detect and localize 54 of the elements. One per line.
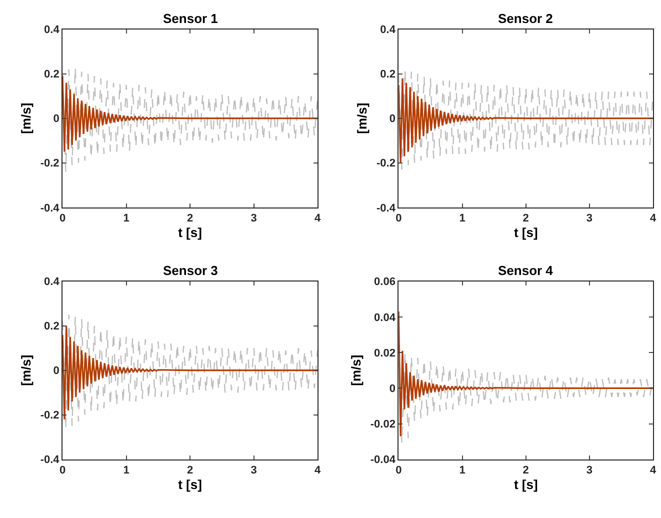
x-axis-title: t [s] <box>514 225 538 240</box>
y-tick-label: -0.4 <box>376 202 396 214</box>
y-tick-label: -0.2 <box>376 158 396 170</box>
y-tick-label: 0.04 <box>374 312 396 324</box>
y-tick-label: -0.4 <box>40 202 60 214</box>
y-tick-label: 0.02 <box>374 347 396 360</box>
y-tick-label: 0.2 <box>44 68 60 81</box>
chart-title: Sensor 4 <box>498 263 554 278</box>
y-tick-label: -0.4 <box>40 454 60 466</box>
line-series <box>62 75 318 153</box>
y-axis-title: [m/s] <box>18 354 34 386</box>
x-tick-label: 3 <box>586 464 593 477</box>
y-tick-label: 0.06 <box>374 276 396 288</box>
y-tick-label: -0.02 <box>370 418 396 431</box>
y-tick-label: 0 <box>53 365 60 378</box>
x-tick-label: 2 <box>186 212 194 225</box>
x-axis-title: t [s] <box>178 225 202 240</box>
y-tick-label: 0 <box>389 382 396 395</box>
y-tick-label: 0 <box>389 113 396 126</box>
line-series <box>62 314 318 429</box>
y-tick-label: 0.2 <box>44 320 60 333</box>
y-tick-label: 0.4 <box>380 24 396 36</box>
y-tick-label: 0.4 <box>44 276 60 288</box>
x-tick-label: 4 <box>314 212 322 225</box>
y-tick-label: 0.2 <box>380 68 396 81</box>
x-tick-label: 1 <box>459 464 466 477</box>
x-tick-label: 1 <box>123 212 130 225</box>
y-axis-title: [m/s] <box>18 102 34 134</box>
line-series <box>62 66 318 172</box>
y-tick-label: 0.4 <box>44 24 60 36</box>
x-tick-label: 3 <box>586 212 593 225</box>
line-series <box>62 325 318 420</box>
chart-title: Sensor 3 <box>163 263 218 278</box>
chart-title: Sensor 1 <box>163 11 218 26</box>
x-tick-label: 2 <box>522 464 529 477</box>
line-series <box>398 310 654 438</box>
chart-title: Sensor 2 <box>498 11 553 26</box>
x-axis-title: t [s] <box>514 477 538 492</box>
y-axis-title: [m/s] <box>354 102 370 134</box>
y-tick-label: -0.04 <box>370 454 396 466</box>
x-tick-label: 3 <box>250 464 257 477</box>
x-tick-label: 1 <box>123 464 130 477</box>
x-tick-label: 4 <box>650 464 658 477</box>
y-axis-title: [m/s] <box>348 354 364 386</box>
y-tick-label: -0.2 <box>40 158 60 170</box>
x-tick-label: 2 <box>186 464 194 477</box>
x-tick-label: 1 <box>459 212 466 225</box>
y-tick-label: 0 <box>53 113 60 126</box>
x-axis-title: t [s] <box>178 477 202 492</box>
x-tick-label: 3 <box>250 212 257 225</box>
y-tick-label: -0.2 <box>40 410 60 422</box>
x-tick-label: 4 <box>650 212 658 225</box>
x-tick-label: 4 <box>314 464 322 477</box>
x-tick-label: 2 <box>522 212 529 225</box>
